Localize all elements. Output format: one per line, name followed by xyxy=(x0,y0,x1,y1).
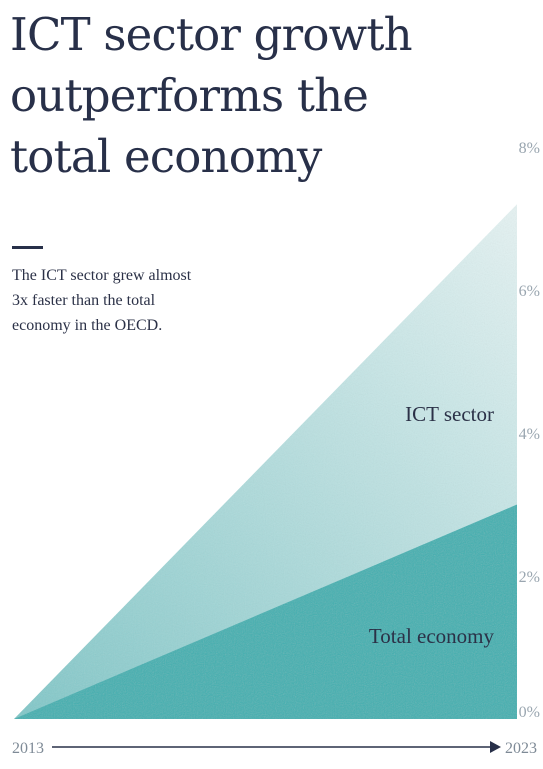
x-tick-label-start: 2013 xyxy=(12,740,44,757)
x-tick-label-end: 2023 xyxy=(505,740,537,757)
y-tick-label: 6% xyxy=(519,283,540,300)
x-axis-arrow-icon xyxy=(490,741,501,753)
chart-subtitle: The ICT sector grew almost 3x faster tha… xyxy=(12,263,242,338)
subtitle-line-2: 3x faster than the total xyxy=(12,292,156,309)
subtitle-line-1: The ICT sector grew almost xyxy=(12,267,192,284)
subtitle-line-3: economy in the OECD. xyxy=(12,317,163,334)
x-axis: 2013 2023 xyxy=(12,740,537,757)
y-tick-label: 8% xyxy=(519,140,540,157)
total-economy-area xyxy=(14,504,517,719)
total-economy-label: Total economy xyxy=(369,624,495,648)
ict-sector-label: ICT sector xyxy=(405,402,494,426)
title-divider xyxy=(12,246,43,249)
title-line-2: outperforms the xyxy=(10,69,369,122)
y-tick-label: 4% xyxy=(519,426,540,443)
y-tick-label: 0% xyxy=(519,704,540,721)
y-tick-label: 2% xyxy=(519,569,540,586)
title-line-3: total economy xyxy=(10,130,322,183)
